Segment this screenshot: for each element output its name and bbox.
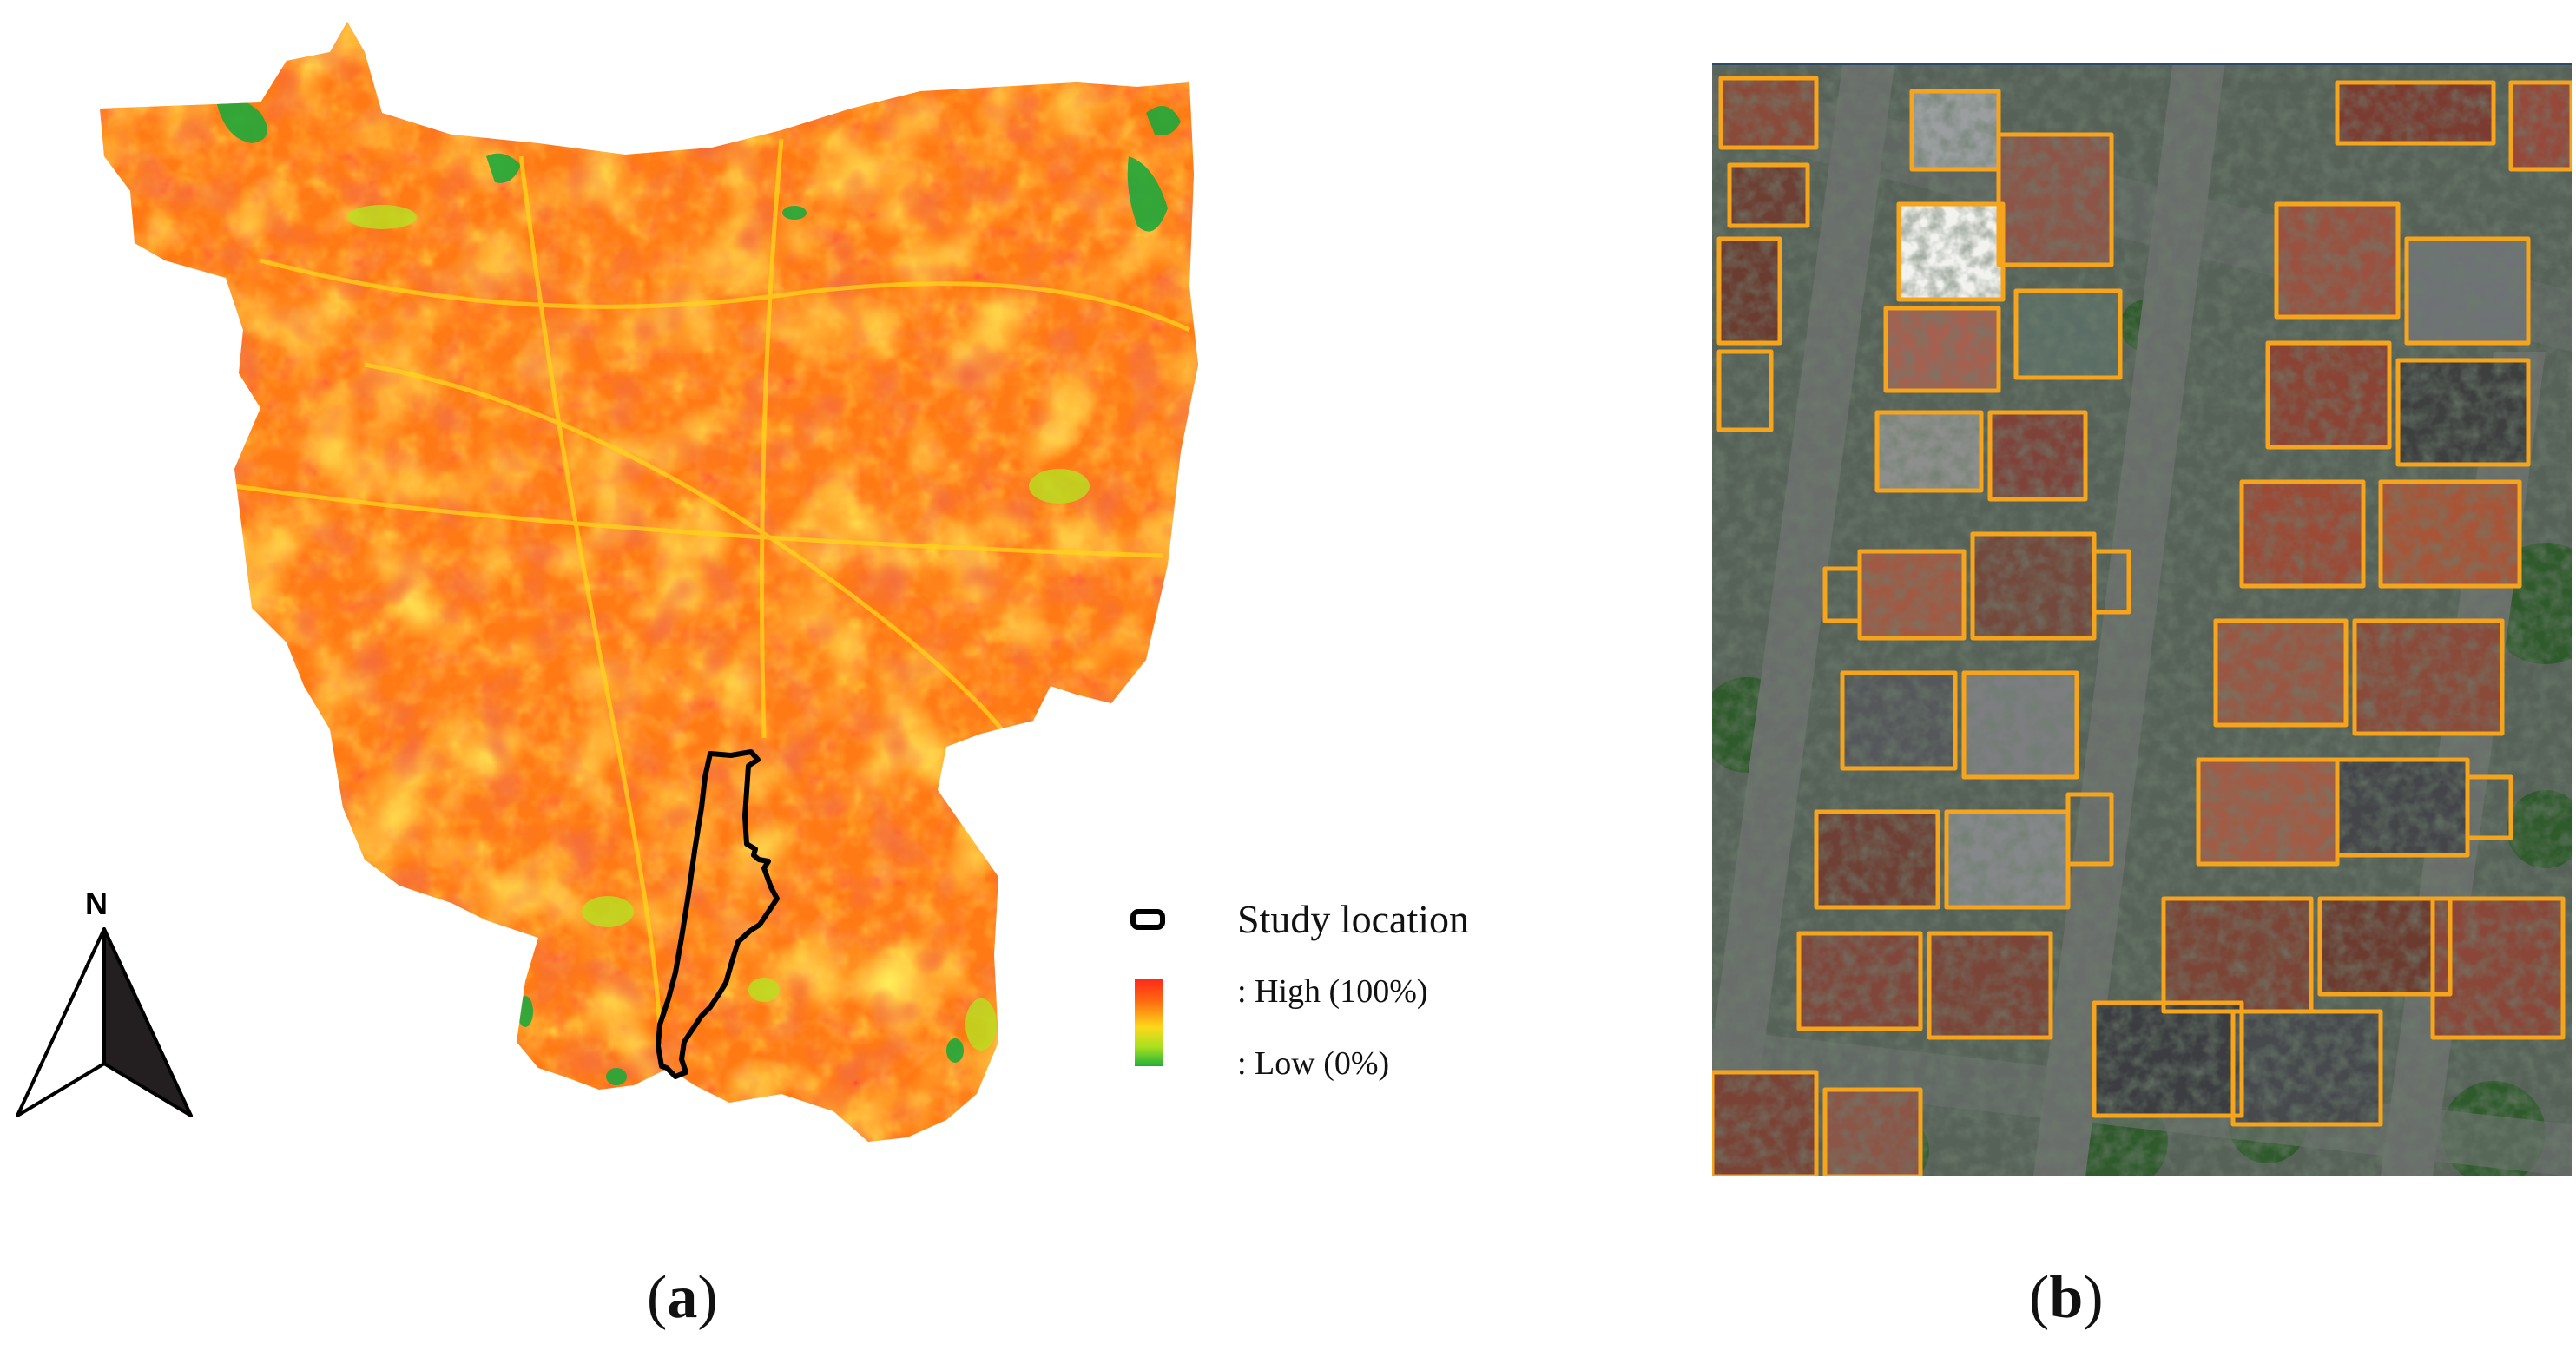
legend-color-ramp <box>1135 979 1163 1066</box>
caption-b: (b) <box>2029 1263 2104 1333</box>
caption-b-open: ( <box>2029 1264 2050 1331</box>
caption-a: (a) <box>647 1263 718 1333</box>
aerial-image <box>1712 65 2572 1176</box>
heat-map-raster <box>100 22 1198 1142</box>
heat-map-panel: N Study location : High (100%) : Low (0%… <box>16 22 1470 1142</box>
vegetation-patches <box>217 99 1181 1085</box>
low-intensity-patches <box>347 205 1090 1051</box>
caption-a-letter: a <box>667 1264 698 1331</box>
heat-map <box>100 22 1198 1142</box>
caption-a-open: ( <box>647 1264 668 1331</box>
caption-a-close: ) <box>697 1264 718 1331</box>
legend-high: : High (100%) <box>1237 973 1428 1010</box>
caption-b-close: ) <box>2083 1264 2104 1331</box>
north-label: N <box>85 886 108 921</box>
caption-b-letter: b <box>2049 1264 2084 1331</box>
study-location-outline <box>656 749 780 1079</box>
legend-study-location: Study location <box>1237 897 1470 941</box>
study-location-symbol <box>1130 909 1165 930</box>
building-outlines <box>1712 76 2572 1176</box>
legend-low: : Low (0%) <box>1237 1045 1390 1082</box>
aerial-image-panel <box>1712 65 2572 1176</box>
north-arrow-icon <box>16 927 193 1117</box>
